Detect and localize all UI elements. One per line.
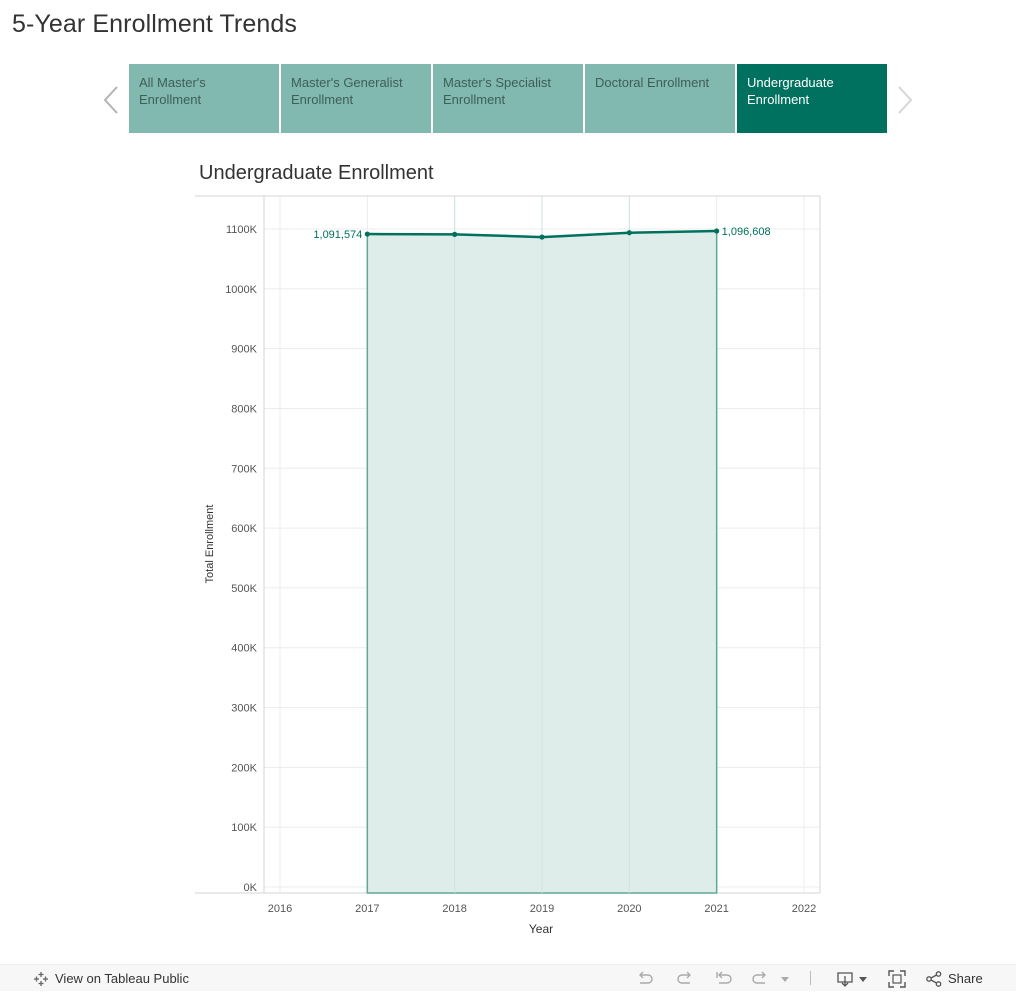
y-tick-label: 100K [231, 822, 257, 834]
tab-undergraduate-enrollment[interactable]: Undergraduate Enrollment [737, 64, 887, 133]
download-button[interactable] [836, 965, 868, 992]
fullscreen-icon [888, 969, 906, 988]
data-point [714, 228, 720, 234]
x-tick-label: 2018 [442, 903, 466, 915]
y-tick-label: 1100K [226, 224, 258, 236]
y-tick-label: 200K [231, 762, 257, 774]
data-label: 1,091,574 [313, 229, 362, 241]
data-point [626, 230, 632, 236]
y-tick-label: 500K [231, 583, 257, 595]
data-point [539, 234, 545, 240]
undo-button[interactable] [636, 965, 654, 992]
x-tick-label: 2021 [704, 903, 728, 915]
x-tick-label: 2022 [792, 903, 816, 915]
fullscreen-button[interactable] [888, 965, 906, 992]
y-tick-label: 900K [231, 344, 257, 356]
tab-masters-specialist-enrollment[interactable]: Master's Specialist Enrollment [433, 64, 583, 133]
download-icon [837, 971, 853, 987]
revert-button[interactable] [715, 965, 733, 992]
refresh-dropdown[interactable] [780, 965, 790, 992]
page-title: 5-Year Enrollment Trends [12, 10, 297, 38]
next-tab-arrow[interactable] [890, 80, 920, 120]
y-tick-label: 600K [231, 523, 257, 535]
undo-icon [639, 971, 653, 984]
previous-tab-arrow[interactable] [96, 80, 126, 120]
tab-label: Master's Specialist Enrollment [443, 75, 551, 107]
tab-all-masters-enrollment[interactable]: All Master's Enrollment [129, 64, 279, 133]
y-tick-label: 300K [231, 703, 257, 715]
share-label: Share [948, 971, 983, 986]
tableau-toolbar: View on Tableau Public [0, 964, 1016, 991]
view-on-tableau-public-button[interactable]: View on Tableau Public [33, 965, 189, 992]
revert-icon [716, 971, 732, 984]
y-axis-title: Total Enrollment [204, 505, 216, 584]
worksheet-tabs: All Master's Enrollment Master's General… [129, 64, 887, 133]
tab-label: Doctoral Enrollment [595, 75, 710, 90]
toolbar-divider [810, 971, 811, 985]
caret-down-icon [859, 976, 867, 982]
tab-label: Undergraduate Enrollment [747, 75, 834, 107]
tab-masters-generalist-enrollment[interactable]: Master's Generalist Enrollment [281, 64, 431, 133]
redo-button[interactable] [676, 965, 694, 992]
x-axis-title: Year [529, 922, 553, 936]
data-label: 1,096,608 [722, 226, 771, 238]
x-tick-label: 2020 [617, 903, 641, 915]
x-tick-label: 2017 [355, 903, 379, 915]
tableau-logo-icon [34, 971, 48, 986]
y-tick-label: 0K [244, 882, 258, 894]
caret-down-icon [781, 976, 789, 982]
chevron-right-icon [898, 86, 913, 114]
y-tick-label: 1000K [225, 284, 257, 296]
share-button[interactable]: Share [926, 965, 983, 992]
tab-label: All Master's Enrollment [139, 75, 206, 107]
tab-label: Master's Generalist Enrollment [291, 75, 403, 107]
enrollment-chart: 2016 2017 2018 2019 2020 2021 2022 0K 100K 200K 30… [195, 195, 821, 936]
share-icon [926, 970, 942, 987]
y-tick-label: 400K [231, 643, 257, 655]
data-point [452, 231, 458, 237]
refresh-icon [752, 971, 766, 984]
view-on-tableau-public-label: View on Tableau Public [55, 971, 189, 986]
tab-doctoral-enrollment[interactable]: Doctoral Enrollment [585, 64, 735, 133]
x-tick-label: 2016 [268, 903, 292, 915]
chart-title: Undergraduate Enrollment [199, 162, 434, 184]
chevron-left-icon [103, 86, 118, 114]
refresh-button[interactable] [751, 965, 771, 992]
redo-icon [677, 971, 691, 984]
data-point [364, 231, 370, 237]
y-tick-label: 800K [231, 403, 257, 415]
y-tick-label: 700K [231, 463, 257, 475]
x-tick-label: 2019 [530, 903, 554, 915]
